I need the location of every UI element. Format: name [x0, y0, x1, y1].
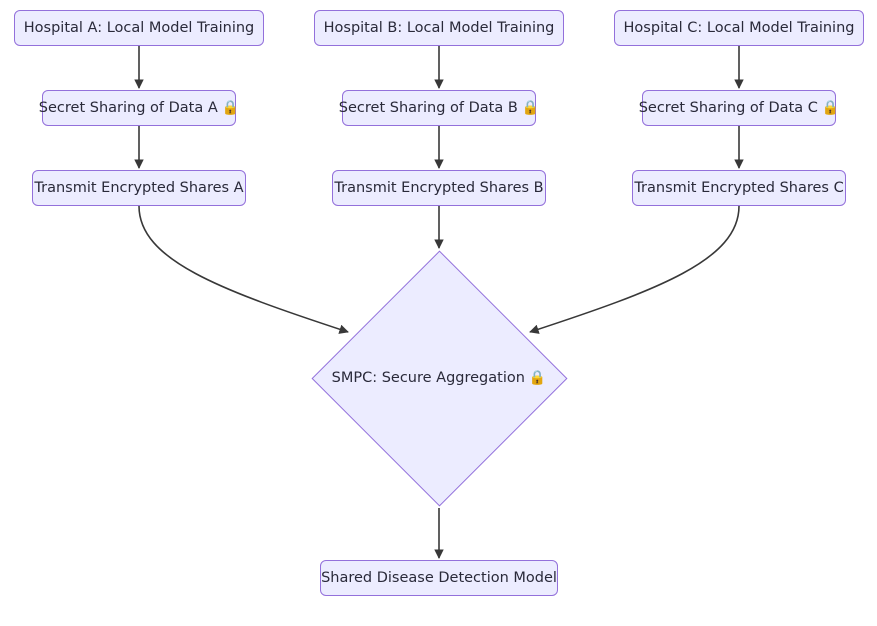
node-label: Hospital B: Local Model Training: [324, 19, 555, 38]
node-transmit-c: Transmit Encrypted Shares C: [632, 170, 846, 206]
node-secret-share-a: Secret Sharing of Data A 🔒: [42, 90, 236, 126]
node-label: Secret Sharing of Data B: [339, 99, 518, 118]
node-label: SMPC: Secure Aggregation: [332, 370, 525, 386]
node-label: Secret Sharing of Data A: [39, 99, 218, 118]
node-label: Shared Disease Detection Model: [321, 569, 557, 588]
lock-icon: 🔒: [222, 99, 239, 117]
node-label: Transmit Encrypted Shares B: [334, 179, 543, 198]
node-secret-share-b: Secret Sharing of Data B 🔒: [342, 90, 536, 126]
node-shared-model: Shared Disease Detection Model: [320, 560, 558, 596]
node-transmit-a: Transmit Encrypted Shares A: [32, 170, 246, 206]
node-hospital-a-train: Hospital A: Local Model Training: [14, 10, 264, 46]
node-smpc-aggregation: SMPC: Secure Aggregation 🔒: [311, 250, 567, 506]
node-hospital-c-train: Hospital C: Local Model Training: [614, 10, 864, 46]
node-secret-share-c: Secret Sharing of Data C 🔒: [642, 90, 836, 126]
node-hospital-b-train: Hospital B: Local Model Training: [314, 10, 564, 46]
lock-icon: 🔒: [822, 99, 839, 117]
node-label: Secret Sharing of Data C: [639, 99, 818, 118]
lock-icon: 🔒: [522, 99, 539, 117]
node-label: Hospital C: Local Model Training: [624, 19, 855, 38]
node-label: Transmit Encrypted Shares A: [34, 179, 243, 198]
node-label: Hospital A: Local Model Training: [24, 19, 254, 38]
lock-icon: 🔒: [529, 370, 546, 386]
node-label: Transmit Encrypted Shares C: [634, 179, 843, 198]
node-label-wrap: SMPC: Secure Aggregation 🔒: [332, 370, 547, 386]
node-transmit-b: Transmit Encrypted Shares B: [332, 170, 546, 206]
